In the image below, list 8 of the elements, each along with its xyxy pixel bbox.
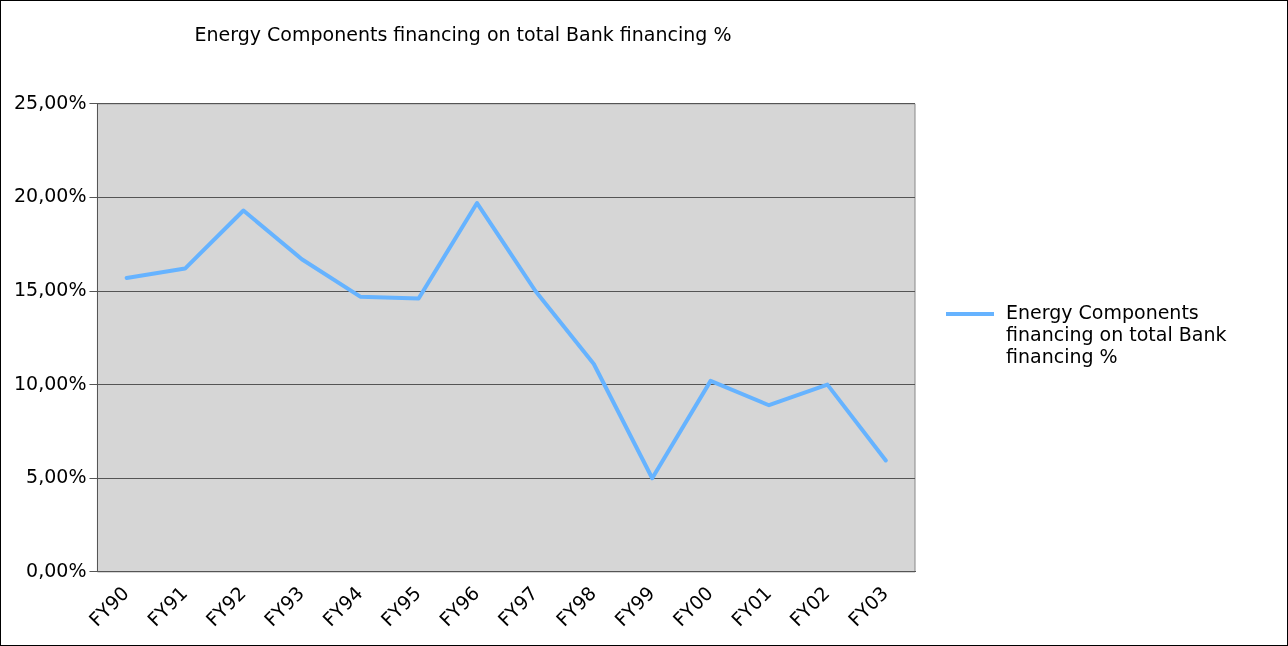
y-tick-label: 0,00% <box>26 558 87 581</box>
y-tick-label: 25,00% <box>13 90 87 113</box>
y-tick-label: 15,00% <box>13 277 87 300</box>
y-tick-label: 10,00% <box>13 371 87 394</box>
legend-label: Energy Components financing on total Bank financing % <box>1006 301 1228 367</box>
y-tick-label: 5,00% <box>26 465 87 488</box>
chart-title: Energy Components financing on total Bank financing % <box>194 23 732 46</box>
y-tick-label: 20,00% <box>13 184 87 207</box>
